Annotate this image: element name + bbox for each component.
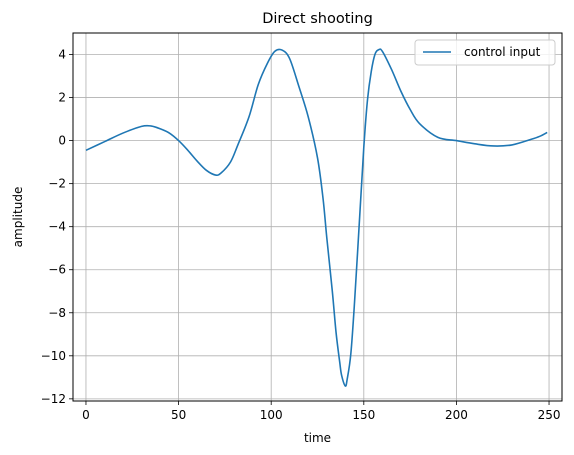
x-tick-label: 250	[538, 408, 561, 422]
y-tick-label: 4	[58, 48, 66, 62]
chart-title: Direct shooting	[262, 11, 373, 27]
y-axis-label: amplitude	[11, 187, 25, 248]
series-line-control-input	[85, 48, 548, 387]
series-layer	[85, 48, 548, 387]
legend: control input	[414, 39, 556, 66]
y-tick-label: −2	[48, 177, 66, 191]
x-tick-label: 0	[82, 408, 90, 422]
x-tick-label: 100	[260, 408, 283, 422]
y-tick-label: 2	[58, 91, 66, 105]
y-axis: 4 2 0 −2 −4 −6 −8 −10 −12	[41, 48, 73, 406]
y-tick-label: −6	[48, 263, 66, 277]
x-axis-label: time	[304, 431, 331, 445]
y-tick-label: −4	[48, 220, 66, 234]
legend-label-control-input: control input	[464, 45, 541, 59]
x-tick-label: 50	[171, 408, 186, 422]
x-tick-label: 150	[352, 408, 375, 422]
legend-box	[414, 39, 556, 66]
grid-lines	[73, 33, 562, 401]
plot-area-frame	[72, 32, 563, 402]
x-tick-label: 200	[445, 408, 468, 422]
y-tick-label: −8	[48, 306, 66, 320]
y-tick-label: −12	[41, 392, 66, 406]
y-tick-label: −10	[41, 349, 66, 363]
x-axis: 0 50 100 150 200 250	[82, 401, 560, 422]
y-tick-label: 0	[58, 134, 66, 148]
